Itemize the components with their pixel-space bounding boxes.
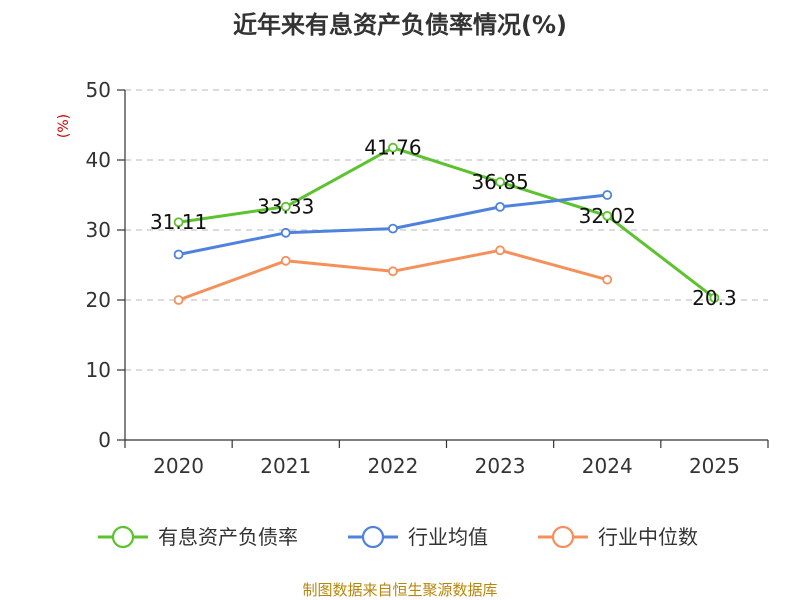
data-point <box>173 217 184 228</box>
x-tick-label: 2020 <box>153 454 204 478</box>
legend-label: 有息资产负债率 <box>158 525 298 549</box>
data-point <box>495 201 505 212</box>
legend-label: 行业均值 <box>408 525 488 549</box>
y-tick-label: 20 <box>86 288 111 312</box>
data-label: 20.3 <box>692 286 737 310</box>
y-axis-ticks: 0 10 20 30 40 50 <box>86 78 125 452</box>
legend-item-0: 有息资产负债率 <box>98 525 298 549</box>
legend-label: 行业中位数 <box>598 525 698 549</box>
data-point <box>388 223 398 234</box>
x-axis-ticks: 2020 2021 2022 2023 2024 2025 <box>124 440 769 478</box>
x-tick-label: 2021 <box>260 454 311 478</box>
y-tick-label: 30 <box>86 218 111 242</box>
data-label: 41.76 <box>364 136 421 160</box>
data-point <box>602 274 613 285</box>
y-tick-label: 40 <box>86 148 111 172</box>
x-tick-label: 2023 <box>475 454 526 478</box>
series-group <box>173 142 720 305</box>
data-point <box>173 249 184 260</box>
data-point <box>709 292 720 303</box>
legend-marker <box>111 525 135 549</box>
y-tick-label: 50 <box>86 78 111 102</box>
data-point <box>388 142 398 153</box>
y-tick-label: 10 <box>86 358 111 382</box>
x-tick-label: 2022 <box>367 454 418 478</box>
legend-marker <box>551 525 575 549</box>
data-point <box>388 266 398 277</box>
series-line-0 <box>178 146 716 300</box>
data-point <box>280 227 291 238</box>
x-tick-label: 2024 <box>582 454 633 478</box>
legend-item-2: 行业中位数 <box>538 525 698 549</box>
chart-title: 近年来有息资产负债率情况(%) <box>233 11 567 39</box>
x-tick-label: 2025 <box>689 454 740 478</box>
data-label: 31.11 <box>150 210 207 234</box>
grid-lines <box>125 89 768 371</box>
data-label: 32.02 <box>579 204 636 228</box>
legend-item-1: 行业均值 <box>348 525 488 549</box>
data-point <box>602 210 613 221</box>
data-labels: 31.11 33.33 41.76 36.85 32.02 20.3 <box>150 136 737 310</box>
data-point <box>280 255 291 266</box>
source-note: 制图数据来自恒生聚源数据库 <box>302 581 497 599</box>
legend-marker <box>361 525 385 549</box>
data-point <box>602 190 613 200</box>
y-tick-label: 0 <box>98 428 111 452</box>
legend: 有息资产负债率 行业均值 行业中位数 <box>98 525 698 549</box>
data-point <box>495 245 505 256</box>
data-point <box>280 201 291 212</box>
data-point <box>495 177 505 187</box>
data-label: 36.85 <box>471 170 528 194</box>
y-axis-unit: (%) <box>56 114 72 138</box>
data-label: 33.33 <box>257 195 314 219</box>
data-point <box>173 295 184 305</box>
